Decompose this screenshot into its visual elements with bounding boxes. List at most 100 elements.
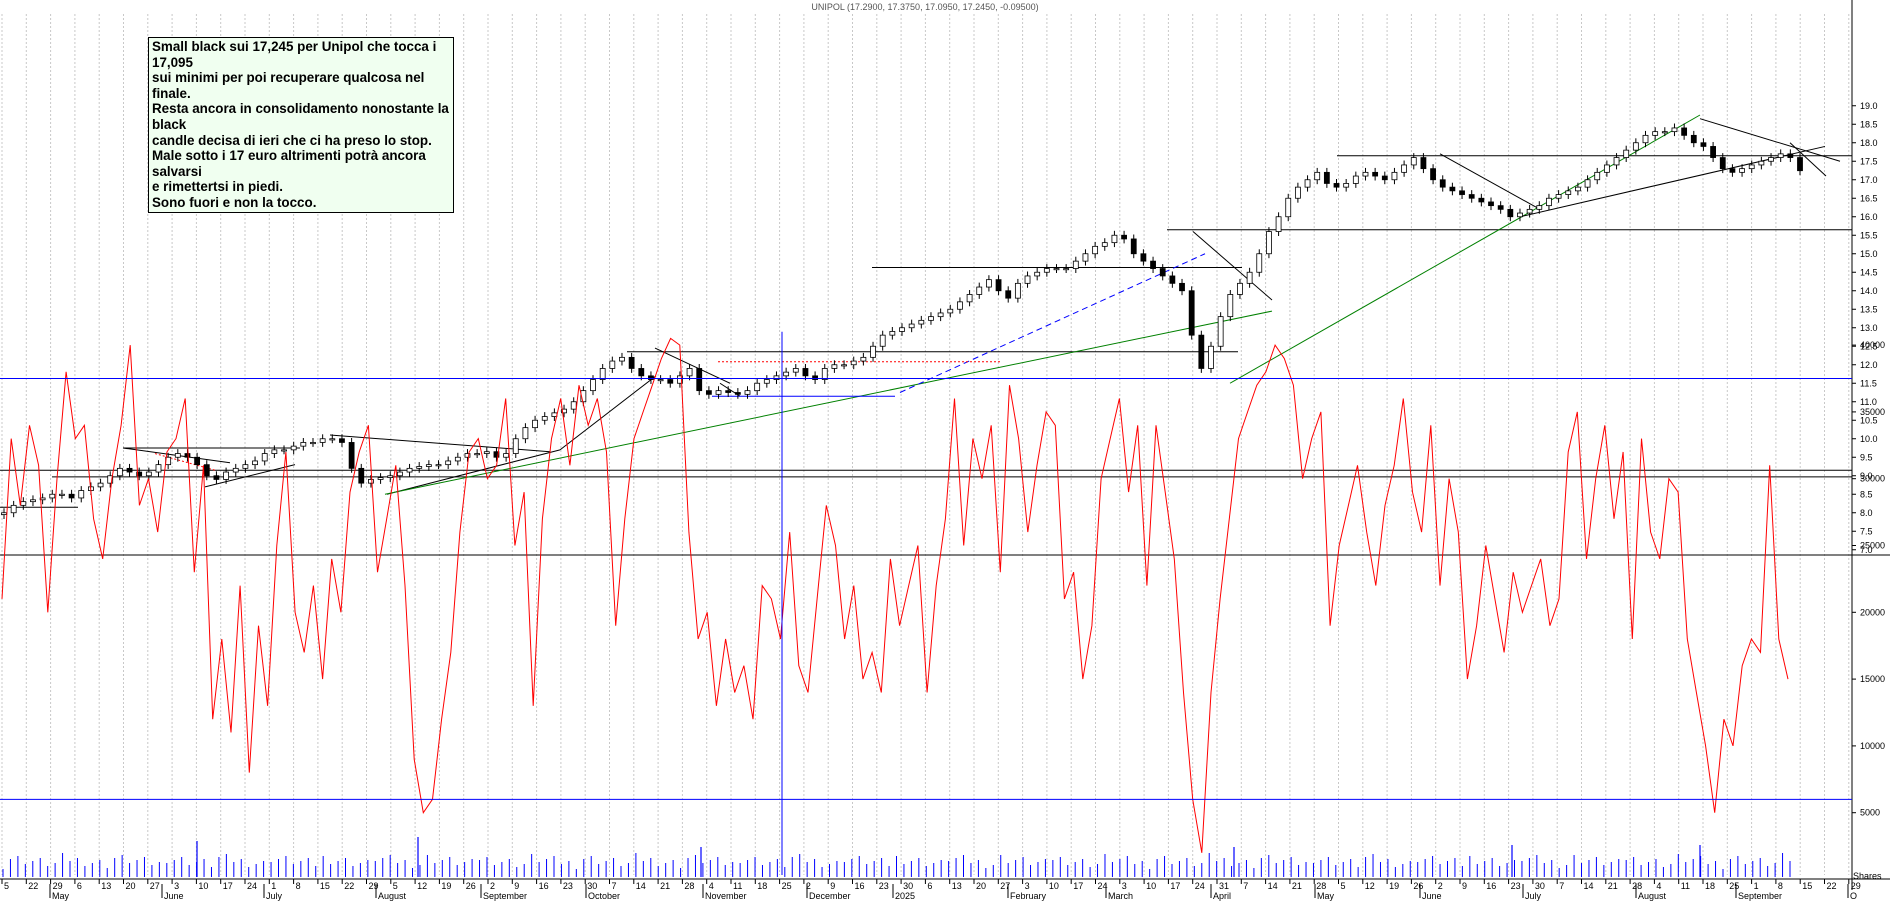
candle-body bbox=[1546, 197, 1552, 207]
candle-body bbox=[136, 471, 143, 477]
x-day-label: 19 bbox=[441, 881, 451, 891]
shares-label: Shares bbox=[1853, 871, 1882, 881]
candle-body bbox=[947, 308, 954, 314]
candle-body bbox=[1111, 234, 1118, 244]
candle-body bbox=[599, 368, 606, 380]
x-day-label: 8 bbox=[1778, 881, 1783, 891]
candle-body bbox=[657, 379, 664, 382]
candle-body bbox=[1256, 253, 1263, 273]
candle-body bbox=[628, 356, 635, 369]
candle-body bbox=[966, 294, 973, 303]
candle-body bbox=[203, 464, 210, 477]
x-day-label: 9 bbox=[830, 881, 835, 891]
x-day-label: 16 bbox=[855, 881, 865, 891]
candle-body bbox=[1140, 253, 1147, 262]
x-day-label: 21 bbox=[1608, 881, 1618, 891]
candle-body bbox=[1410, 157, 1417, 166]
x-day-label: 4 bbox=[1656, 881, 1661, 891]
oscillator-line bbox=[1, 337, 1789, 853]
candle-body bbox=[1690, 134, 1697, 144]
candle-body bbox=[126, 467, 133, 473]
candle-body bbox=[1198, 334, 1205, 369]
x-day-label: 13 bbox=[952, 881, 962, 891]
candle-body bbox=[1333, 183, 1340, 188]
price-tick-label: 12.5 bbox=[1860, 341, 1878, 351]
osc-tick-label: 25000 bbox=[1860, 541, 1885, 551]
x-day-label: 16 bbox=[1486, 881, 1496, 891]
candle-body bbox=[319, 438, 326, 443]
candle-body bbox=[802, 368, 809, 377]
candle-body bbox=[59, 493, 65, 496]
trend-line bbox=[1192, 231, 1273, 301]
candle-body bbox=[261, 453, 268, 462]
price-tick-label: 13.0 bbox=[1860, 323, 1878, 333]
x-axis: 5 22 29 6 13 20 27 3 10 17 24 1 8 15 22 29 5 12 19 26 2 9 16 23… bbox=[1, 879, 1861, 901]
price-tick-label: 11.0 bbox=[1860, 397, 1877, 407]
candle-body bbox=[870, 345, 876, 358]
candle-body bbox=[1130, 238, 1137, 255]
candle-body bbox=[116, 467, 123, 477]
candle-body bbox=[889, 331, 896, 336]
x-month-label: O bbox=[1850, 891, 1857, 901]
candle-body bbox=[1642, 134, 1649, 144]
osc-tick-label: 30000 bbox=[1860, 474, 1885, 484]
x-day-label: 14 bbox=[1584, 881, 1594, 891]
x-day-label: 2 bbox=[806, 881, 811, 891]
x-day-label: 18 bbox=[757, 881, 767, 891]
price-tick-label: 7.0 bbox=[1860, 545, 1873, 555]
candle-body bbox=[1237, 282, 1243, 295]
x-month-label: October bbox=[588, 891, 620, 901]
candle-body bbox=[368, 479, 374, 484]
x-day-label: 24 bbox=[1098, 881, 1108, 891]
x-day-label: 5 bbox=[4, 881, 9, 891]
candle-body bbox=[551, 412, 558, 417]
candle-body bbox=[1739, 168, 1745, 173]
candle-body bbox=[1517, 212, 1523, 218]
candle-body bbox=[532, 419, 538, 429]
candle-body bbox=[696, 368, 703, 392]
candle-body bbox=[1014, 282, 1021, 299]
trend-line bbox=[386, 449, 561, 495]
trend-line bbox=[1699, 118, 1841, 162]
candle-body bbox=[493, 451, 500, 458]
candle-body bbox=[396, 471, 403, 477]
x-day-label: 17 bbox=[1170, 881, 1180, 891]
candle-body bbox=[1584, 179, 1591, 188]
candle-body bbox=[986, 279, 992, 288]
candle-body bbox=[358, 467, 365, 484]
price-tick-label: 17.0 bbox=[1860, 175, 1878, 185]
trend-line bbox=[204, 464, 296, 488]
candle-body bbox=[1652, 131, 1659, 136]
candle-body bbox=[918, 319, 925, 325]
x-day-label: 7 bbox=[612, 881, 617, 891]
candle-body bbox=[1787, 153, 1794, 158]
candle-body bbox=[1005, 290, 1012, 299]
candle-body bbox=[937, 312, 944, 318]
candle-body bbox=[39, 497, 46, 501]
candle-body bbox=[1420, 157, 1427, 170]
candle-body bbox=[1159, 268, 1166, 277]
candle-body bbox=[1430, 168, 1436, 181]
x-day-label: 29 bbox=[1851, 881, 1861, 891]
candle-body bbox=[252, 460, 258, 466]
x-day-label: 6 bbox=[927, 881, 932, 891]
x-day-label: 28 bbox=[1316, 881, 1326, 891]
x-day-label: 5 bbox=[393, 881, 398, 891]
candle-body bbox=[387, 475, 394, 479]
candle-body bbox=[300, 442, 307, 447]
candle-body bbox=[561, 408, 567, 414]
candle-body bbox=[1623, 149, 1630, 158]
candle-body bbox=[1594, 171, 1601, 181]
candle-body bbox=[976, 286, 983, 295]
candle-body bbox=[1681, 127, 1688, 136]
candle-body bbox=[1323, 171, 1330, 184]
candle-body bbox=[677, 375, 683, 384]
candle-body bbox=[1217, 316, 1224, 347]
candle-body bbox=[377, 477, 384, 480]
trend-line bbox=[559, 375, 657, 451]
x-day-label: 16 bbox=[539, 881, 549, 891]
oscillator bbox=[0, 331, 1852, 875]
candle-body bbox=[1603, 164, 1610, 173]
x-day-label: 13 bbox=[101, 881, 111, 891]
